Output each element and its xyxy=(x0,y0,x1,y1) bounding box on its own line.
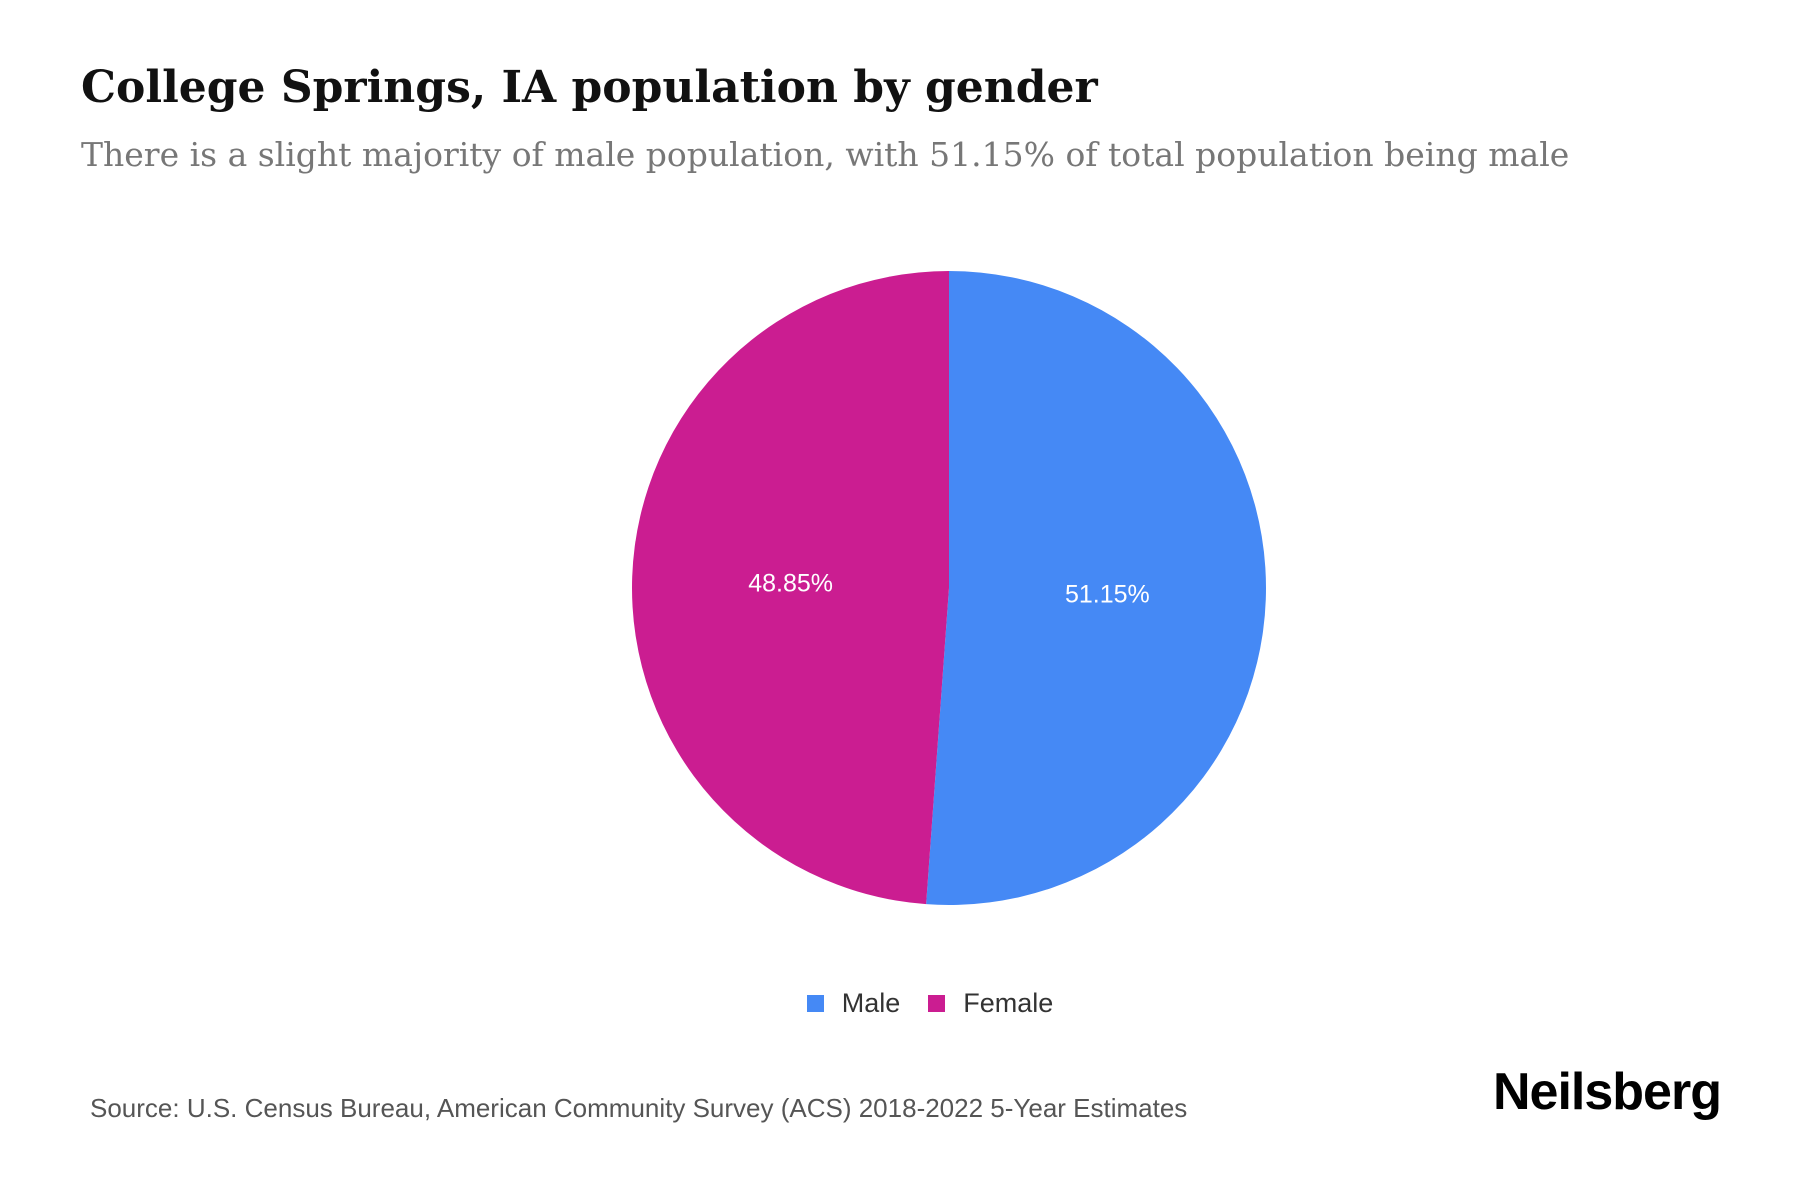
data-label-female: 48.85% xyxy=(748,569,833,597)
legend-item-female: Female xyxy=(928,988,1053,1019)
legend-label-male: Male xyxy=(841,988,901,1018)
data-label-male: 51.15% xyxy=(1065,581,1150,609)
pie-slice-male xyxy=(926,271,1266,905)
legend-swatch-female xyxy=(928,995,946,1012)
neilsberg-logo: Neilsberg xyxy=(1493,1063,1722,1121)
chart-subtitle: There is a slight majority of male popul… xyxy=(81,135,1570,174)
chart-title: College Springs, IA population by gender xyxy=(81,62,1098,113)
pie-slice-female xyxy=(631,271,949,905)
legend-item-male: Male xyxy=(806,988,901,1019)
legend: Male Female xyxy=(0,988,1800,1019)
legend-swatch-male xyxy=(806,995,824,1012)
legend-label-female: Female xyxy=(963,988,1054,1018)
source-note: Source: U.S. Census Bureau, American Com… xyxy=(90,1093,1188,1123)
